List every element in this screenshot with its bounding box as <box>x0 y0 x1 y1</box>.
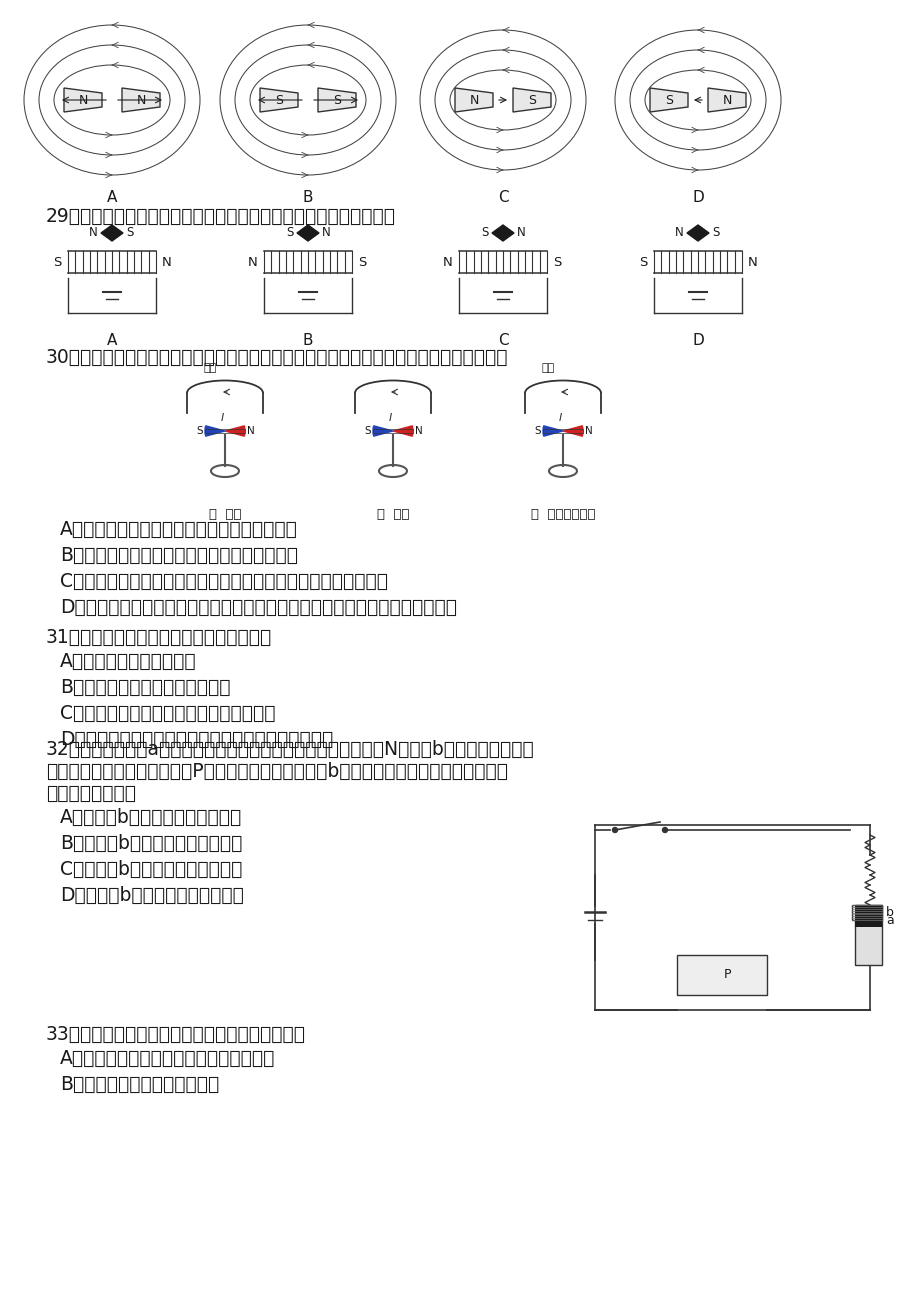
Text: N: N <box>414 426 423 436</box>
Bar <box>854 905 881 927</box>
Wedge shape <box>392 426 413 436</box>
Text: B．电磁铁b的磁性增强，弹簧伸长: B．电磁铁b的磁性增强，弹簧伸长 <box>60 835 242 853</box>
Polygon shape <box>122 89 160 112</box>
Wedge shape <box>372 426 392 436</box>
Text: 29．下列四幅图中，通电螺线管的极性和小磁针的指向标注正确的是: 29．下列四幅图中，通电螺线管的极性和小磁针的指向标注正确的是 <box>46 207 395 227</box>
Text: C．甲、丙两次实验表明通电导线周围的磁场方向与电流方向有关: C．甲、丙两次实验表明通电导线周围的磁场方向与电流方向有关 <box>60 572 388 591</box>
Polygon shape <box>64 89 102 112</box>
Text: S: S <box>53 255 62 268</box>
Text: A．铁、铜、铝都能被磁化: A．铁、铜、铝都能被磁化 <box>60 652 197 671</box>
Text: D．电磁铁b的磁性减弱，弹簧伸长: D．电磁铁b的磁性减弱，弹簧伸长 <box>60 885 244 905</box>
Text: I: I <box>221 413 223 423</box>
Text: A．电磁铁b的磁性增强，弹簧缩短: A．电磁铁b的磁性增强，弹簧缩短 <box>60 809 242 827</box>
Text: A．甲、乙两次实验表明通电导线周围存在磁场: A．甲、乙两次实验表明通电导线周围存在磁场 <box>60 519 298 539</box>
Text: b: b <box>885 906 893 919</box>
Text: B．电磁铁能永久性地保持磁性: B．电磁铁能永久性地保持磁性 <box>60 1075 219 1094</box>
Text: S: S <box>364 426 370 436</box>
Text: N: N <box>516 227 525 240</box>
Text: 触接: 触接 <box>203 363 216 372</box>
Text: S: S <box>664 94 673 107</box>
Text: B: B <box>302 190 312 204</box>
Text: S: S <box>528 94 536 107</box>
Text: 33．下列关于电磁铁和磁感线的说法中，正确的是: 33．下列关于电磁铁和磁感线的说法中，正确的是 <box>46 1025 306 1044</box>
Text: 甲  通电: 甲 通电 <box>209 508 241 521</box>
Text: 32．如右图所示，a是弹簧下端挂的一根条形磁体（其中黑色端为N极），b是电磁铁。当开关: 32．如右图所示，a是弹簧下端挂的一根条形磁体（其中黑色端为N极），b是电磁铁。… <box>46 740 534 759</box>
Text: S: S <box>333 94 341 107</box>
Text: N: N <box>584 426 592 436</box>
Polygon shape <box>650 89 687 112</box>
Text: 触接: 触接 <box>540 363 554 372</box>
Text: 30．课堂上教师做了如图的演示实验，同学们根据实验现象得到如下结论，其中不正确的是: 30．课堂上教师做了如图的演示实验，同学们根据实验现象得到如下结论，其中不正确的… <box>46 348 508 367</box>
Polygon shape <box>260 89 298 112</box>
Text: B．地理南北极与地磁南北极重合: B．地理南北极与地磁南北极重合 <box>60 678 231 697</box>
Text: N: N <box>136 94 145 107</box>
Text: N: N <box>675 227 683 240</box>
Text: C: C <box>497 333 508 348</box>
Text: N: N <box>246 426 255 436</box>
Text: D．小磁针的北极不论在任何情况下都指向地理的南极: D．小磁针的北极不论在任何情况下都指向地理的南极 <box>60 730 333 749</box>
Text: D: D <box>691 190 703 204</box>
Polygon shape <box>101 225 123 241</box>
Text: S: S <box>275 94 283 107</box>
Bar <box>676 954 766 995</box>
Text: C: C <box>497 190 508 204</box>
Text: S: S <box>711 227 719 240</box>
Bar <box>851 905 881 921</box>
Text: N: N <box>78 94 87 107</box>
Polygon shape <box>686 225 709 241</box>
Polygon shape <box>297 225 319 241</box>
Text: A: A <box>107 333 117 348</box>
Text: N: N <box>443 255 452 268</box>
Polygon shape <box>708 89 745 112</box>
Text: S: S <box>639 255 647 268</box>
Text: N: N <box>322 227 331 240</box>
Text: N: N <box>162 255 172 268</box>
Text: S: S <box>357 255 366 268</box>
Polygon shape <box>492 225 514 241</box>
Text: D: D <box>691 333 703 348</box>
Polygon shape <box>513 89 550 112</box>
Text: S: S <box>196 426 203 436</box>
Text: B．甲、丙两次实验表明磁场对电流有力的作用: B．甲、丙两次实验表明磁场对电流有力的作用 <box>60 546 298 565</box>
Text: N: N <box>248 255 257 268</box>
Wedge shape <box>542 426 562 436</box>
Circle shape <box>662 828 667 832</box>
Text: 乙  断电: 乙 断电 <box>377 508 409 521</box>
Text: N: N <box>469 94 478 107</box>
Text: 闭合后，把滑动变阻器的滑片P向右滑动时，关于电磁铁b的磁性强弱和弹簧长度的变化，下: 闭合后，把滑动变阻器的滑片P向右滑动时，关于电磁铁b的磁性强弱和弹簧长度的变化，… <box>46 762 507 781</box>
Text: I: I <box>388 413 391 423</box>
Text: S: S <box>126 227 133 240</box>
Circle shape <box>612 828 617 832</box>
Wedge shape <box>562 426 583 436</box>
Text: 丙  改变电流方向: 丙 改变电流方向 <box>530 508 595 521</box>
Text: N: N <box>721 94 731 107</box>
Polygon shape <box>318 89 356 112</box>
Text: D．甲、乙、丙三次实验现象共同表明电能生磁，且其磁场方向与电流方向有关: D．甲、乙、丙三次实验现象共同表明电能生磁，且其磁场方向与电流方向有关 <box>60 598 457 617</box>
Wedge shape <box>205 426 225 436</box>
Wedge shape <box>225 426 244 436</box>
Text: S: S <box>287 227 294 240</box>
Text: C．磁体之间的相互作用是通过磁场发生的: C．磁体之间的相互作用是通过磁场发生的 <box>60 704 275 723</box>
Text: B: B <box>302 333 312 348</box>
Text: S: S <box>552 255 561 268</box>
Text: A．电磁铁的磁性有无和磁性强弱可以改变: A．电磁铁的磁性有无和磁性强弱可以改变 <box>60 1049 275 1068</box>
Text: N: N <box>747 255 757 268</box>
Text: I: I <box>558 413 561 423</box>
Text: C．电磁铁b的磁性减弱，弹簧缩短: C．电磁铁b的磁性减弱，弹簧缩短 <box>60 861 242 879</box>
Text: S: S <box>534 426 540 436</box>
Text: S: S <box>482 227 489 240</box>
Text: 列说法中正确的是: 列说法中正确的是 <box>46 784 136 803</box>
Text: a: a <box>885 914 892 927</box>
Bar <box>854 905 881 965</box>
Polygon shape <box>455 89 493 112</box>
Text: N: N <box>89 227 98 240</box>
Text: 31．关于磁体和磁场，以下说法中正确的是: 31．关于磁体和磁场，以下说法中正确的是 <box>46 628 272 647</box>
Text: P: P <box>723 969 731 982</box>
Text: A: A <box>107 190 117 204</box>
